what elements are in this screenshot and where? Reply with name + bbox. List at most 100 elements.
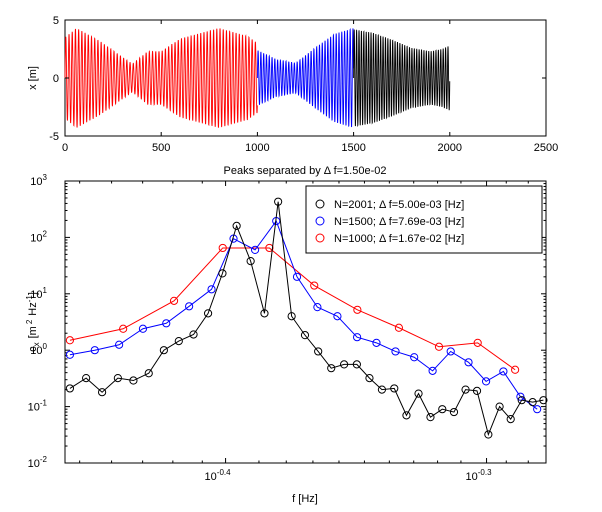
top-y-tick-label: 0	[53, 73, 59, 85]
series-point-2	[310, 281, 319, 290]
series-group-1	[65, 216, 542, 414]
series-point-1	[115, 340, 124, 349]
series-point-0	[287, 312, 296, 321]
series-point-0	[203, 309, 213, 318]
series-line-2	[69, 247, 516, 371]
series-point-0	[65, 384, 75, 393]
series-point-0	[232, 221, 241, 230]
series-point-1	[185, 302, 194, 311]
top-x-tick-label: 0	[62, 142, 68, 154]
legend-marker-blue	[315, 216, 325, 226]
ylabel-mid: Hz	[27, 302, 39, 315]
series-point-1	[499, 367, 508, 376]
series-point-1	[391, 347, 400, 356]
series-point-0	[189, 330, 198, 339]
series-point-0	[484, 430, 493, 439]
time-series-line-1	[256, 28, 355, 128]
bottom-y-tick-label: 101	[30, 286, 47, 301]
series-point-2	[65, 336, 75, 345]
legend-label-n1500: N=1500; Δ f=7.69e-03 [Hz]	[334, 216, 464, 228]
tick-base: 10	[30, 289, 42, 301]
tick-base: 10	[466, 471, 478, 483]
tick-exponent: 2	[43, 229, 48, 238]
series-point-1	[313, 303, 322, 312]
series-point-0	[129, 376, 138, 385]
series-point-0	[144, 369, 153, 378]
bottom-y-axis-label: cx [m 2 Hz-1]	[25, 292, 41, 352]
series-point-1	[428, 366, 437, 375]
series-group-2	[65, 243, 520, 374]
top-y-tick-label: -5	[49, 131, 59, 143]
series-point-2	[218, 243, 227, 253]
tick-base: 10	[30, 232, 42, 244]
series-point-1	[333, 312, 342, 321]
ylabel-main: c	[27, 346, 39, 352]
series-point-0	[438, 405, 447, 414]
legend-box	[305, 185, 543, 254]
series-point-2	[119, 324, 128, 333]
series-point-1	[162, 319, 171, 328]
legend-marker-black	[315, 199, 325, 209]
series-point-0	[274, 197, 283, 206]
series-point-1	[481, 377, 491, 386]
bottom-y-tick-label: 102	[30, 229, 47, 244]
tick-base: 10	[28, 458, 40, 470]
bottom-title: Peaks separated by Δ f=1.50e-02	[224, 165, 387, 177]
series-point-0	[449, 407, 459, 417]
tick-base: 10	[205, 471, 217, 483]
series-point-0	[377, 385, 387, 394]
series-point-0	[495, 402, 504, 411]
legend-entry-n2001: N=2001; Δ f=5.00e-03 [Hz]	[315, 199, 464, 211]
tick-exponent: -0.3	[478, 468, 492, 477]
bottom-y-tick-label: 100	[30, 342, 47, 357]
series-point-0	[159, 346, 168, 355]
series-point-2	[394, 323, 404, 332]
time-series-lines	[64, 28, 451, 128]
series-point-0	[414, 389, 423, 398]
top-x-tick-label: 1000	[245, 142, 269, 154]
legend-entry-n1000: N=1000; Δ f=1.67e-02 [Hz]	[315, 233, 464, 245]
bottom-x-tick-label: 10-0.4	[205, 468, 232, 483]
top-y-axis-label: x [m]	[27, 66, 39, 90]
series-point-0	[340, 360, 349, 369]
spectrum-panel: Peaks separated by Δ f=1.50e-02 10-0.4 10…	[25, 165, 548, 505]
series-point-1	[372, 338, 381, 347]
bottom-y-tick-label: 103	[30, 173, 47, 188]
legend: N=2001; Δ f=5.00e-03 [Hz] N=1500; Δ f=7.…	[305, 185, 543, 254]
time-series-panel: 0 500 1000 1500 2000 2500 50-5 x [m]	[27, 15, 558, 154]
top-y-tick-label: 5	[53, 15, 59, 27]
top-x-ticks: 0 500 1000 1500 2000 2500	[62, 20, 558, 154]
series-point-2	[434, 342, 444, 351]
ylabel-sub: x	[32, 342, 41, 346]
series-point-1	[516, 392, 525, 401]
series-point-0	[82, 374, 91, 383]
series-point-0	[314, 347, 323, 356]
legend-entry-n1500: N=1500; Δ f=7.69e-03 [Hz]	[315, 216, 464, 228]
top-x-tick-label: 1500	[341, 142, 365, 154]
series-point-0	[402, 411, 411, 420]
ylabel-rest: [m	[27, 326, 39, 338]
series-point-1	[446, 347, 455, 356]
series-point-2	[265, 243, 274, 253]
series-group-0	[65, 197, 548, 439]
series-point-1	[138, 324, 148, 333]
tick-exponent: 0	[43, 342, 48, 351]
series-point-0	[517, 396, 526, 405]
bottom-x-tick-label: 10-0.3	[466, 468, 493, 483]
series-point-2	[511, 365, 520, 374]
series-point-0	[260, 309, 269, 318]
tick-base: 10	[30, 345, 42, 357]
series-point-0	[352, 360, 361, 369]
bottom-x-axis-label: f [Hz]	[292, 493, 318, 505]
tick-exponent: -2	[40, 455, 48, 464]
top-x-tick-label: 2500	[534, 142, 558, 154]
series-point-0	[390, 384, 399, 393]
legend-label-n2001: N=2001; Δ f=5.00e-03 [Hz]	[334, 199, 464, 211]
series-point-1	[65, 350, 75, 359]
tick-exponent: 3	[43, 173, 48, 182]
bottom-x-ticks: 10-0.4 10-0.3	[79, 181, 529, 483]
top-x-tick-label: 500	[152, 142, 170, 154]
series-line-0	[69, 201, 544, 437]
series-point-0	[539, 396, 548, 405]
